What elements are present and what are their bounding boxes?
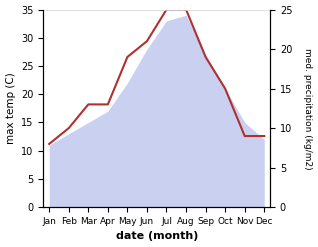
Y-axis label: max temp (C): max temp (C)	[5, 72, 16, 144]
X-axis label: date (month): date (month)	[115, 231, 198, 242]
Y-axis label: med. precipitation (kg/m2): med. precipitation (kg/m2)	[303, 48, 313, 169]
